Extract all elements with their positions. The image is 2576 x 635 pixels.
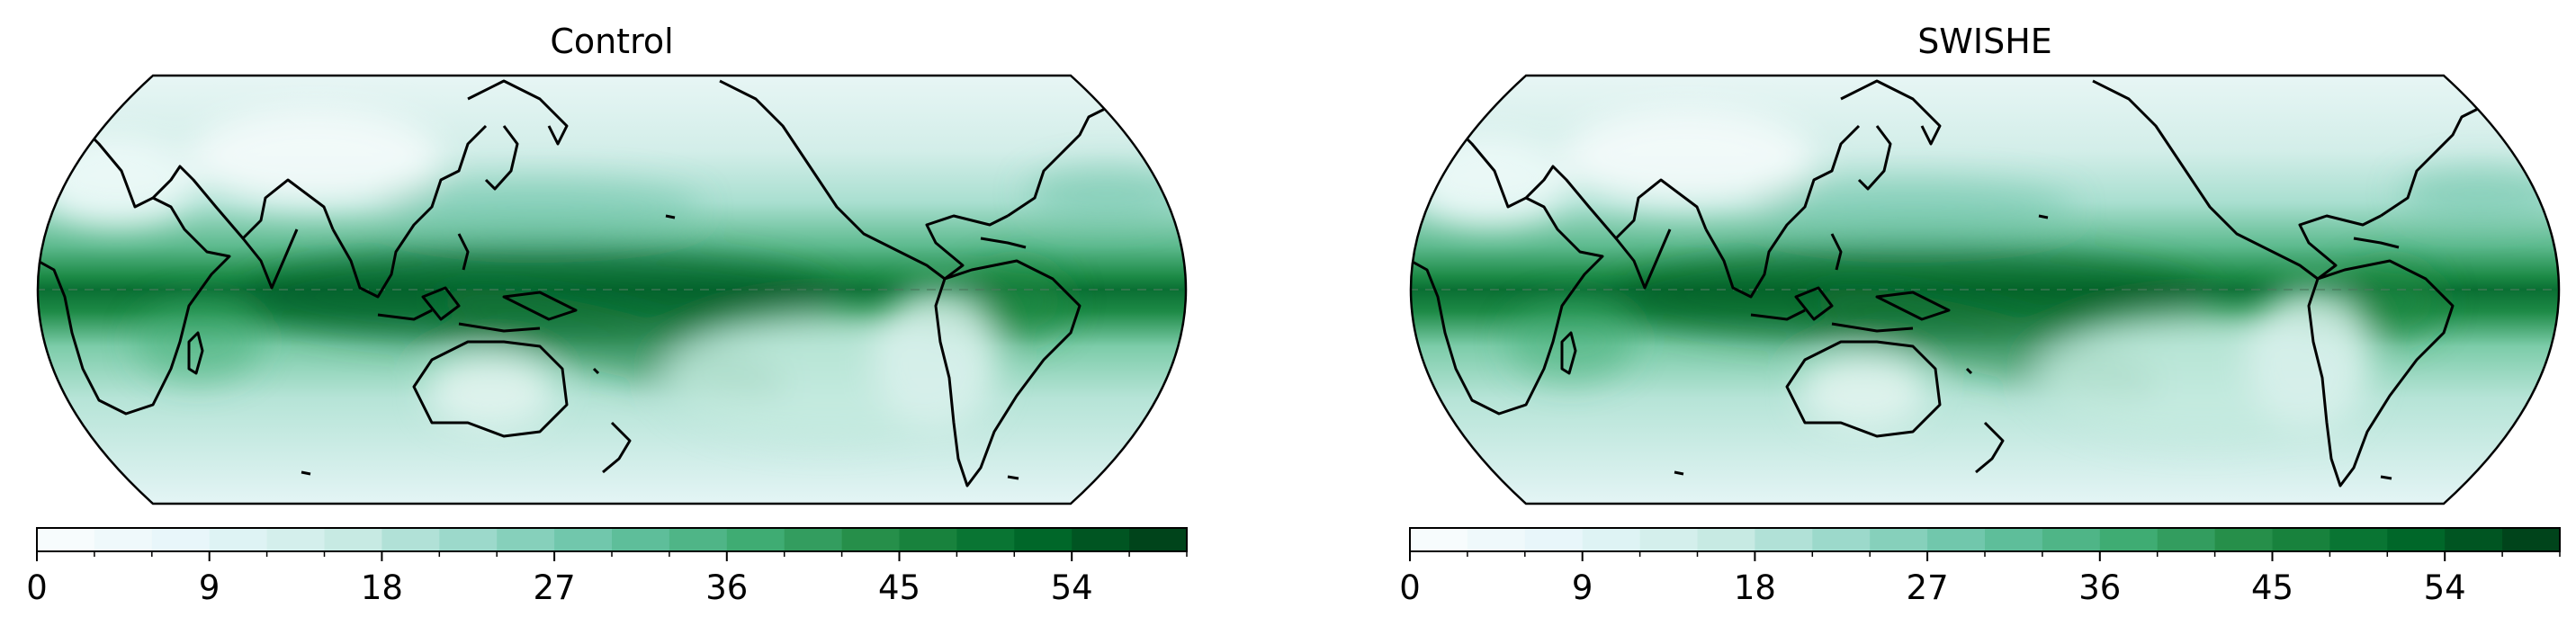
colorbar-bin: [1697, 528, 1755, 551]
colorbar-bin: [209, 528, 268, 551]
colorbar-bin: [2214, 528, 2273, 551]
colorbar-bin: [612, 528, 670, 551]
colorbar-bin: [94, 528, 153, 551]
colorbar-bin: [151, 528, 211, 551]
colorbar-bin: [266, 528, 325, 551]
panel-title: Control: [550, 22, 674, 61]
colorbar-bin: [2099, 528, 2159, 551]
colorbar-tick-label: 9: [1571, 568, 1593, 607]
precipitation-map-control: [36, 74, 1188, 505]
colorbar-tick-label: 27: [1906, 568, 1949, 607]
colorbar-tick-label: 9: [198, 568, 220, 607]
colorbar-tick-label: 18: [360, 568, 403, 607]
colorbar-bin: [1524, 528, 1584, 551]
colorbar-bin: [1129, 528, 1188, 551]
colorbar-tick-label: 45: [2250, 568, 2294, 607]
colorbar-bin: [2157, 528, 2216, 551]
colorbar-bin: [669, 528, 728, 551]
colorbar-bin: [554, 528, 613, 551]
colorbar: [1409, 527, 2561, 561]
colorbar-bin: [381, 528, 440, 551]
colorbar-bin: [2329, 528, 2388, 551]
colorbar-bin: [1870, 528, 1928, 551]
colorbar-bin: [1467, 528, 1526, 551]
precipitation-map-swishe: [1409, 74, 2561, 505]
colorbar-bin: [956, 528, 1015, 551]
colorbar-bin: [439, 528, 498, 551]
colorbar-tick-label: 36: [2078, 568, 2122, 607]
colorbar-bin: [37, 528, 95, 551]
colorbar-tick-label: 54: [2423, 568, 2466, 607]
colorbar-tick-label: 54: [1050, 568, 1093, 607]
colorbar-bin: [1072, 528, 1130, 551]
colorbar-tick-label: 36: [705, 568, 749, 607]
colorbar-bin: [784, 528, 843, 551]
colorbar-tick-label: 27: [533, 568, 576, 607]
colorbar-bin: [726, 528, 785, 551]
colorbar-bin: [841, 528, 900, 551]
colorbar-bin: [899, 528, 957, 551]
colorbar-tick-label: 0: [1399, 568, 1421, 607]
colorbar-bin: [2042, 528, 2101, 551]
colorbar-bin: [1812, 528, 1871, 551]
colorbar-tick-label: 18: [1733, 568, 1776, 607]
colorbar-bin: [1014, 528, 1073, 551]
swishe-panel: SWISHE: [1399, 0, 2561, 635]
colorbar-bin: [1927, 528, 1986, 551]
colorbar-bin: [324, 528, 382, 551]
colorbar-bin: [497, 528, 555, 551]
colorbar-bin: [2272, 528, 2330, 551]
colorbar-bin: [2387, 528, 2446, 551]
colorbar-bin: [2502, 528, 2561, 551]
colorbar-bin: [2445, 528, 2503, 551]
colorbar-bin: [1755, 528, 1813, 551]
colorbar-tick-label: 45: [877, 568, 921, 607]
colorbar-tick-label: 0: [26, 568, 48, 607]
control-panel: Control: [26, 0, 1188, 635]
colorbar: [36, 527, 1188, 561]
colorbar-bin: [1985, 528, 2043, 551]
colorbar-bin: [1410, 528, 1468, 551]
colorbar-bin: [1639, 528, 1698, 551]
colorbar-bin: [1582, 528, 1641, 551]
panel-title: SWISHE: [1917, 22, 2052, 61]
